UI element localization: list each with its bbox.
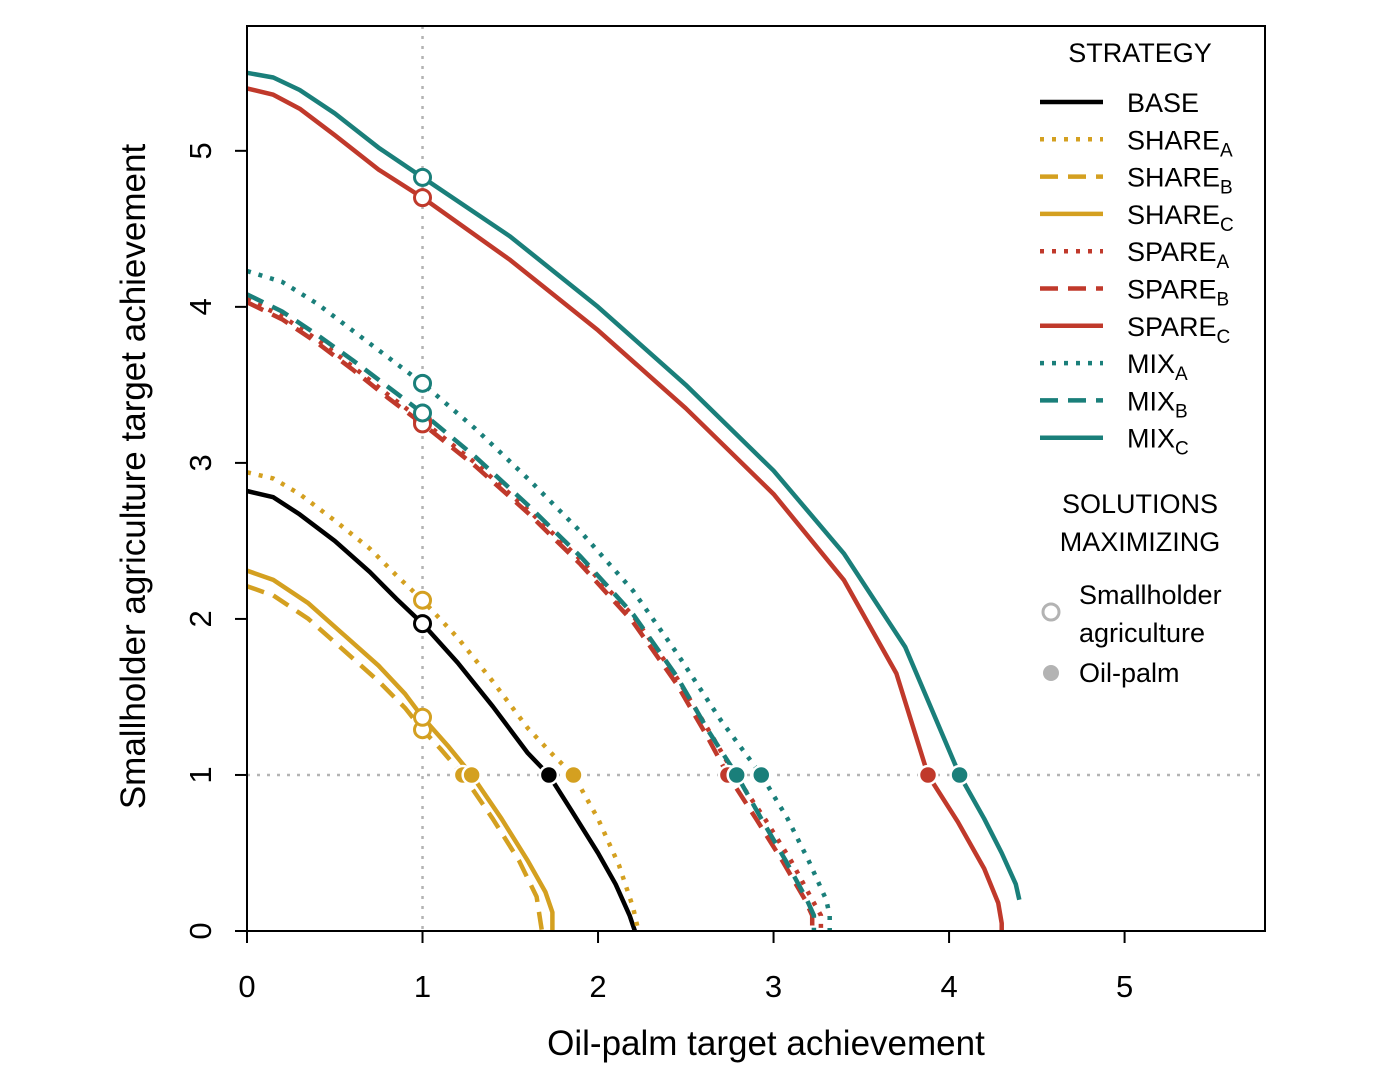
- legend-label-sparea: SPAREA: [1127, 237, 1230, 273]
- legend-label-spareb: SPAREB: [1127, 275, 1229, 311]
- legend: STRATEGY BASESHAREASHAREBSHARECSPAREASPA…: [1040, 38, 1234, 688]
- legend-label-base: BASE: [1127, 88, 1199, 118]
- y-tick-label: 0: [183, 922, 218, 939]
- legend-label-mixa: MIXA: [1127, 349, 1188, 385]
- open-marker-mixc: [413, 167, 433, 187]
- series-layer: [246, 70, 1022, 932]
- filled-marker-sparec: [917, 764, 939, 786]
- x-axis-title: Oil-palm target achievement: [547, 1024, 985, 1063]
- series-line-sparea: [246, 297, 824, 931]
- y-tick-label: 3: [183, 454, 218, 471]
- x-tick-label: 4: [940, 969, 957, 1004]
- filled-marker-sharea: [563, 764, 584, 786]
- y-tick-label: 2: [183, 610, 218, 627]
- x-axis: 0 1 2 3 4 5: [238, 931, 1133, 1004]
- legend-label-sparec: SPAREC: [1127, 312, 1230, 348]
- solutions-title-line1: SOLUTIONS: [1062, 489, 1218, 519]
- legend-title: STRATEGY: [1068, 38, 1212, 68]
- legend-filled-marker: [1043, 665, 1059, 681]
- open-marker-sparec: [413, 188, 433, 208]
- x-tick-label: 5: [1116, 969, 1133, 1004]
- filled-marker-sharec: [461, 764, 482, 786]
- x-tick-label: 0: [238, 969, 255, 1004]
- solutions-title-line2: MAXIMIZING: [1060, 527, 1221, 557]
- series-line-base: [246, 488, 638, 932]
- series-line-sparec: [246, 86, 1004, 931]
- open-marker-mixa: [413, 373, 433, 393]
- x-tick-label: 3: [765, 969, 782, 1004]
- y-tick-label: 1: [183, 766, 218, 783]
- solution-label-line1: Oil-palm: [1079, 658, 1180, 688]
- plot-frame: [246, 25, 1266, 932]
- open-marker-sharea: [413, 590, 433, 610]
- open-marker-mixb: [413, 403, 433, 423]
- legend-label-shareb: SHAREB: [1127, 163, 1233, 199]
- filled-marker-mixc: [949, 764, 970, 786]
- series-line-mixc: [246, 70, 1022, 901]
- legend-label-mixc: MIXC: [1127, 424, 1189, 460]
- y-tick-label: 5: [183, 142, 218, 159]
- x-tick-label: 1: [414, 969, 431, 1004]
- legend-entries: BASE SHAREASHAREBSHARECSPAREASPAREBSPAREC…: [1040, 88, 1234, 460]
- series-line-sharec: [246, 568, 555, 931]
- marker-layer: [413, 167, 970, 786]
- open-marker-sharec: [413, 707, 433, 727]
- legend-open-marker: [1041, 602, 1061, 622]
- legend-label-sharea: SHAREA: [1127, 125, 1233, 161]
- y-axis-title: Smallholder agriculture target achieveme…: [114, 144, 153, 810]
- solution-label-line1: Smallholder: [1079, 580, 1222, 610]
- x-tick-label: 2: [589, 969, 606, 1004]
- filled-marker-base: [538, 764, 560, 786]
- series-line-shareb: [246, 584, 545, 932]
- series-line-mixb: [246, 292, 817, 931]
- y-axis: 0 1 2 3 4 5: [183, 142, 247, 940]
- filled-marker-mixb: [726, 764, 747, 786]
- y-tick-label: 4: [183, 298, 218, 315]
- filled-marker-mixa: [751, 764, 772, 786]
- legend-label-sharec: SHAREC: [1127, 200, 1234, 236]
- open-marker-base: [413, 614, 433, 634]
- series-line-spareb: [246, 300, 815, 931]
- series-line-sharea: [246, 470, 641, 932]
- solution-label-line2: agriculture: [1079, 618, 1205, 648]
- series-line-mixa: [246, 268, 832, 931]
- legend-label-mixb: MIXB: [1127, 386, 1188, 422]
- solution-entries: Smallholder agriculture Oil-palm: [1041, 580, 1222, 688]
